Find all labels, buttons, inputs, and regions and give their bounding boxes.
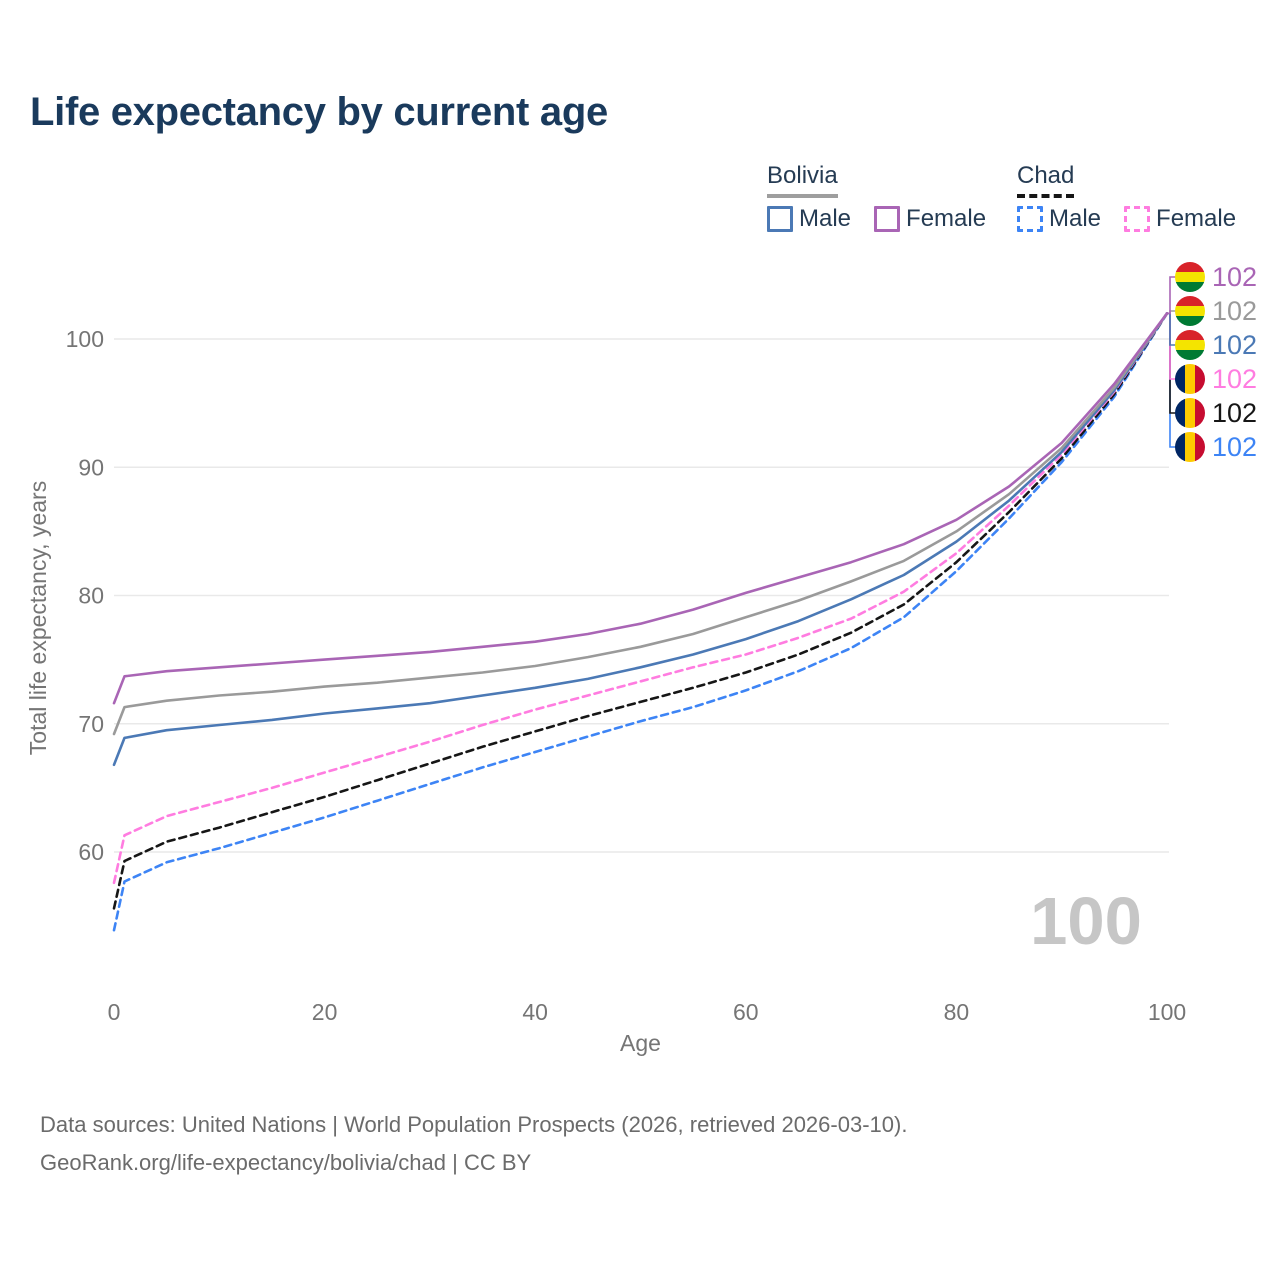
end-label-chad-female: 102 (1212, 364, 1257, 394)
leader-line-chad-both-sexes (1167, 312, 1178, 414)
legend-label-bolivia-male: Male (799, 205, 852, 232)
chad-male-swatch-icon (1017, 206, 1043, 232)
x-axis-title: Age (620, 1030, 661, 1056)
y-tick-label-100: 100 (66, 326, 104, 352)
legend-country-chad[interactable]: Chad (1017, 163, 1075, 198)
bolivia-male-swatch-icon (767, 206, 793, 232)
series-line-chad-female[interactable] (112, 312, 1169, 885)
legend-item-chad-female[interactable]: Female (1124, 205, 1236, 233)
legend-country-bolivia[interactable]: Bolivia (767, 163, 838, 198)
legend-item-chad-male[interactable]: Male (1017, 205, 1101, 233)
end-label-bolivia-both-sexes: 102 (1212, 296, 1257, 326)
x-tick-label-20: 20 (312, 999, 338, 1025)
chad-flag-icon (1175, 398, 1205, 428)
bolivia-flag-icon (1175, 262, 1205, 292)
legend-label-bolivia-female: Female (906, 205, 987, 232)
y-tick-label-90: 90 (78, 454, 104, 480)
series-line-chad-both-sexes[interactable] (112, 312, 1169, 910)
series-line-bolivia-male[interactable] (112, 312, 1169, 767)
chad-flag-icon (1175, 432, 1205, 462)
legend-item-bolivia-female[interactable]: Female (874, 205, 986, 233)
x-tick-label-60: 60 (733, 999, 759, 1025)
y-tick-label-80: 80 (78, 583, 104, 609)
x-tick-label-0: 0 (108, 999, 121, 1025)
bolivia-flag-icon (1175, 330, 1205, 360)
legend-group-chad: Chad Male Female (1017, 163, 1236, 233)
end-label-bolivia-male: 102 (1212, 330, 1257, 360)
y-axis-title: Total life expectancy, years (25, 481, 51, 755)
x-tick-label-40: 40 (522, 999, 548, 1025)
y-tick-label-60: 60 (78, 839, 104, 865)
chad-flag-icon (1175, 364, 1205, 394)
chart-legend: Bolivia Male Female Chad Male (0, 0, 1280, 250)
leader-line-bolivia-female (1167, 276, 1178, 315)
end-label-chad-both-sexes: 102 (1212, 398, 1257, 428)
series-line-bolivia-female[interactable] (112, 312, 1169, 705)
legend-label-chad-male: Male (1049, 205, 1102, 232)
bolivia-female-swatch-icon (874, 206, 901, 232)
end-label-chad-male: 102 (1212, 432, 1257, 462)
x-tick-label-80: 80 (944, 999, 970, 1025)
x-tick-label-100: 100 (1148, 999, 1186, 1025)
legend-group-bolivia: Bolivia Male Female (767, 163, 986, 233)
y-tick-label-70: 70 (78, 711, 104, 737)
legend-item-bolivia-male[interactable]: Male (767, 205, 851, 233)
legend-label-chad-female: Female (1156, 205, 1237, 232)
series-line-chad-male[interactable] (112, 312, 1169, 932)
chad-female-swatch-icon (1124, 206, 1151, 232)
footer-attribution: Data sources: United Nations | World Pop… (40, 1106, 907, 1182)
end-label-bolivia-female: 102 (1212, 262, 1257, 292)
age-watermark: 100 (1030, 884, 1142, 959)
series-line-bolivia-both-sexes[interactable] (112, 312, 1169, 736)
bolivia-flag-icon (1175, 296, 1205, 326)
data-sources-text: Data sources: United Nations | World Pop… (40, 1112, 908, 1137)
page-title: Life expectancy by current age (30, 90, 608, 134)
license-link[interactable]: GeoRank.org/life-expectancy/bolivia/chad… (40, 1150, 532, 1175)
